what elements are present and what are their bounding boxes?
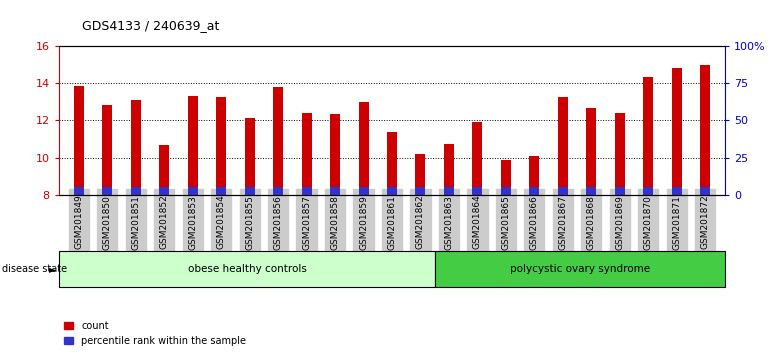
- Bar: [672, 68, 682, 195]
- Bar: [131, 100, 140, 195]
- Bar: [501, 160, 511, 195]
- Text: GDS4133 / 240639_at: GDS4133 / 240639_at: [82, 19, 220, 32]
- Bar: [615, 113, 625, 195]
- Bar: [435, 251, 725, 287]
- Bar: [444, 187, 454, 195]
- Text: ►: ►: [49, 264, 56, 274]
- Bar: [358, 102, 368, 195]
- Bar: [586, 187, 597, 195]
- Bar: [416, 187, 426, 195]
- Bar: [273, 87, 283, 195]
- Bar: [131, 187, 140, 195]
- Bar: [102, 187, 112, 195]
- Bar: [74, 187, 84, 195]
- Bar: [387, 132, 397, 195]
- Bar: [529, 156, 539, 195]
- Text: obese healthy controls: obese healthy controls: [187, 264, 307, 274]
- Bar: [644, 77, 653, 195]
- Bar: [330, 114, 340, 195]
- Bar: [187, 187, 198, 195]
- Bar: [216, 97, 226, 195]
- Bar: [615, 187, 625, 195]
- Bar: [159, 187, 169, 195]
- Bar: [74, 86, 84, 195]
- Bar: [700, 187, 710, 195]
- Bar: [302, 113, 311, 195]
- Bar: [273, 187, 283, 195]
- Bar: [473, 122, 482, 195]
- Bar: [216, 187, 226, 195]
- Bar: [187, 96, 198, 195]
- Bar: [586, 108, 597, 195]
- Bar: [558, 187, 568, 195]
- Bar: [529, 187, 539, 195]
- Bar: [672, 187, 682, 195]
- Bar: [59, 251, 435, 287]
- Bar: [700, 65, 710, 195]
- Bar: [159, 145, 169, 195]
- Bar: [302, 187, 311, 195]
- Bar: [245, 187, 255, 195]
- Bar: [473, 187, 482, 195]
- Bar: [387, 187, 397, 195]
- Bar: [416, 154, 426, 195]
- Bar: [558, 97, 568, 195]
- Bar: [644, 187, 653, 195]
- Bar: [444, 144, 454, 195]
- Bar: [501, 187, 511, 195]
- Bar: [358, 187, 368, 195]
- Bar: [330, 187, 340, 195]
- Text: polycystic ovary syndrome: polycystic ovary syndrome: [510, 264, 651, 274]
- Bar: [245, 118, 255, 195]
- Text: disease state: disease state: [2, 264, 67, 274]
- Bar: [102, 104, 112, 195]
- Legend: count, percentile rank within the sample: count, percentile rank within the sample: [64, 321, 246, 346]
